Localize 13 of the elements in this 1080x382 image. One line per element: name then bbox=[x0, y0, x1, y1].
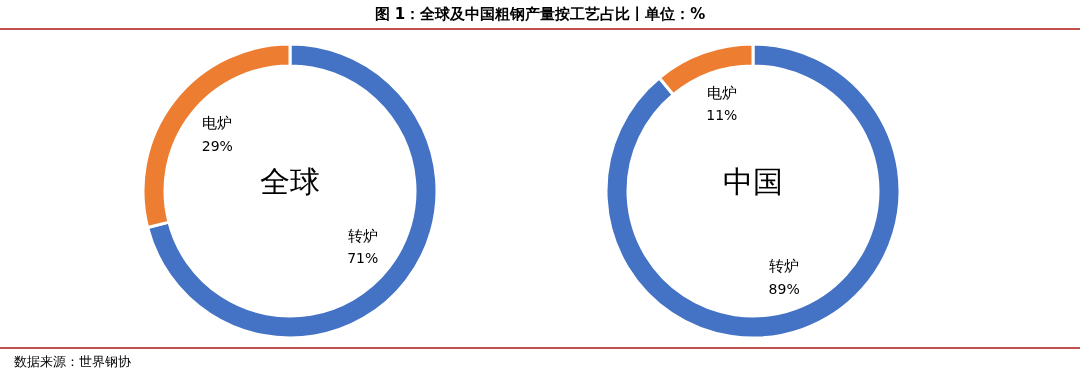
slice-label: 转炉 bbox=[769, 257, 800, 276]
slice-label: 电炉 bbox=[706, 83, 737, 102]
source-note: 数据来源：世界钢协 bbox=[14, 353, 131, 369]
data-label: 89% bbox=[768, 280, 800, 297]
slice-label: 电炉 bbox=[202, 114, 233, 133]
text: 全球 bbox=[260, 163, 320, 199]
text: 中国 bbox=[723, 163, 783, 199]
caption: 图 1：全球及中国粗钢产量按工艺占比丨单位：% bbox=[374, 4, 706, 23]
data-label: 11% bbox=[706, 107, 738, 124]
data-label: 29% bbox=[201, 137, 233, 154]
donut-slice bbox=[604, 42, 902, 340]
slice-label: 转炉 bbox=[347, 226, 378, 245]
data-label: 71% bbox=[347, 250, 379, 267]
